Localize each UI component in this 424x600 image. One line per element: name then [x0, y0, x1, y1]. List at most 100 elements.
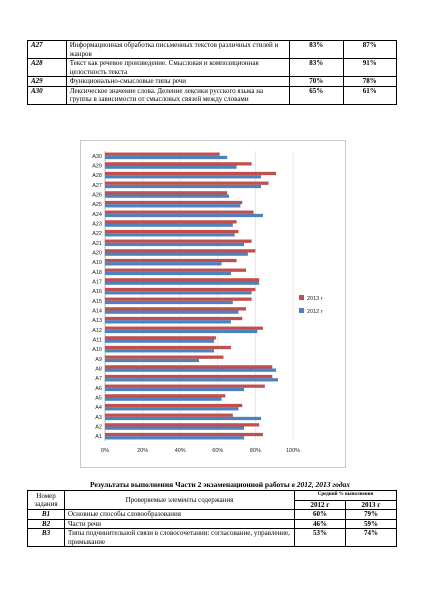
bar-2013-г-A7	[105, 374, 273, 379]
table-row: A29 Функционально-смысловые типы речи 70% 7…	[27, 76, 398, 87]
x-tick-label: 100%	[286, 448, 300, 454]
x-tick-label: 60%	[212, 448, 223, 454]
bar-2013-г-A20	[105, 249, 256, 253]
bar-2013-г-A5	[105, 394, 226, 398]
task-description: Функционально-смысловые типы речи	[65, 76, 291, 87]
bar-2012-г-A25	[105, 204, 241, 208]
bar-2013-г-A23	[105, 220, 237, 224]
bar-2012-г-A16	[105, 291, 252, 295]
bar-2012-г-A10	[105, 349, 215, 353]
chart-svg: 0% 20% 40% 60% 80% 100% A1 A2 A3 A4 A5 A6 A7 A8 A9 A10 A…	[92, 151, 323, 454]
bar-2013-г-A16	[105, 287, 256, 292]
category-label: A2	[95, 425, 102, 431]
bar-2012-г-A4	[105, 407, 239, 411]
bar-2013-г-A26	[105, 191, 228, 195]
percent-2012: 83%	[289, 58, 344, 77]
task-description: Основные способы словообразования	[64, 509, 295, 520]
bar-2012-г-A30	[105, 155, 228, 160]
category-label: A12	[92, 328, 102, 334]
legend-swatch	[299, 308, 304, 313]
bar-2012-г-A1	[105, 436, 245, 440]
bar-2013-г-A17	[105, 278, 260, 282]
category-label: A8	[95, 367, 102, 373]
bar-2012-г-A14	[105, 310, 239, 314]
category-label: A15	[92, 299, 102, 305]
task-description: Типы подчинительной связи в словосочетан…	[64, 528, 295, 547]
bar-2013-г-A1	[105, 432, 263, 437]
percent-2013: 78%	[342, 76, 398, 87]
legend-swatch	[299, 295, 304, 300]
percent-2012: 60%	[294, 509, 346, 520]
category-label: A7	[95, 376, 102, 382]
category-label: A18	[92, 270, 102, 276]
bar-2013-г-A19	[105, 258, 237, 263]
bar-2012-г-A28	[105, 175, 262, 179]
percent-2012: 53%	[294, 528, 346, 547]
percent-2013: 61%	[342, 85, 398, 105]
bar-2013-г-A10	[105, 345, 231, 350]
category-label: A1	[95, 434, 102, 440]
bar-2012-г-A6	[105, 387, 245, 392]
category-label: A6	[95, 386, 102, 392]
bar-2012-г-A2	[105, 426, 245, 430]
legend-label: 2013 г	[307, 296, 323, 302]
part2-title-years: в 2012, 2013 годах	[291, 480, 351, 489]
bar-2013-г-A13	[105, 316, 243, 321]
x-tick-label: 20%	[137, 448, 148, 454]
category-label: A3	[95, 415, 102, 421]
bar-2012-г-A11	[105, 339, 215, 343]
part2-title: Результаты выполнения Части 2 экзаменаци…	[40, 480, 400, 489]
category-label: A28	[92, 173, 102, 179]
percent-2012: 83%	[289, 40, 344, 59]
bar-2012-г-A8	[105, 368, 277, 372]
category-label: A5	[95, 396, 102, 402]
bar-2013-г-A30	[105, 152, 220, 156]
bar-2012-г-A3	[105, 416, 262, 421]
bar-2012-г-A22	[105, 233, 235, 237]
part2-title-main: Результаты выполнения Части 2 экзаменаци…	[89, 480, 292, 489]
bar-2013-г-A8	[105, 365, 273, 369]
bar-2012-г-A5	[105, 397, 222, 401]
bar-2013-г-A18	[105, 268, 246, 272]
table-row: B2 Части речи 46% 59%	[27, 518, 397, 529]
category-label: A22	[92, 231, 102, 237]
bar-2012-г-A26	[105, 194, 230, 198]
category-label: A14	[92, 309, 102, 315]
bar-2012-г-A9	[105, 358, 199, 363]
task-code: B3	[27, 528, 65, 547]
task-code: B2	[27, 518, 65, 529]
category-label: A23	[92, 222, 102, 228]
task-code: A27	[27, 40, 67, 59]
category-label: A21	[92, 241, 102, 247]
bar-2013-г-A24	[105, 210, 254, 214]
header-task-number: Номер задания	[27, 490, 65, 510]
bar-2013-г-A15	[105, 297, 252, 301]
category-label: A16	[92, 289, 102, 295]
category-label: A17	[92, 280, 102, 286]
bar-2012-г-A27	[105, 184, 262, 189]
percent-2013: 59%	[345, 518, 397, 529]
table-row: A30 Лексическое значение слова. Деление л…	[27, 85, 398, 105]
bar-2013-г-A6	[105, 384, 265, 388]
task-description: Текст как речевое произведение. Смыслова…	[65, 58, 291, 77]
task-code: A28	[27, 58, 67, 77]
percent-2013: 74%	[345, 528, 397, 547]
category-label: A20	[92, 251, 102, 257]
percent-2013: 87%	[342, 40, 398, 59]
bar-2012-г-A20	[105, 252, 248, 256]
bar-2012-г-A21	[105, 242, 245, 247]
bar-2012-г-A15	[105, 300, 233, 305]
task-results-table-part2: Номер задания Проверяемые элементы содер…	[27, 490, 397, 547]
category-label: A9	[95, 357, 102, 363]
percent-2012: 70%	[289, 76, 344, 87]
percent-2012: 65%	[289, 85, 344, 105]
bar-2013-г-A27	[105, 181, 269, 185]
category-label: A29	[92, 164, 102, 170]
bar-2012-г-A24	[105, 213, 263, 218]
bar-2012-г-A7	[105, 378, 278, 382]
category-label: A25	[92, 202, 102, 208]
bar-2012-г-A17	[105, 281, 260, 285]
bar-2013-г-A14	[105, 307, 246, 311]
x-tick-label: 0%	[101, 448, 109, 454]
table-row: A28 Текст как речевое произведение. Смысл…	[27, 58, 398, 77]
